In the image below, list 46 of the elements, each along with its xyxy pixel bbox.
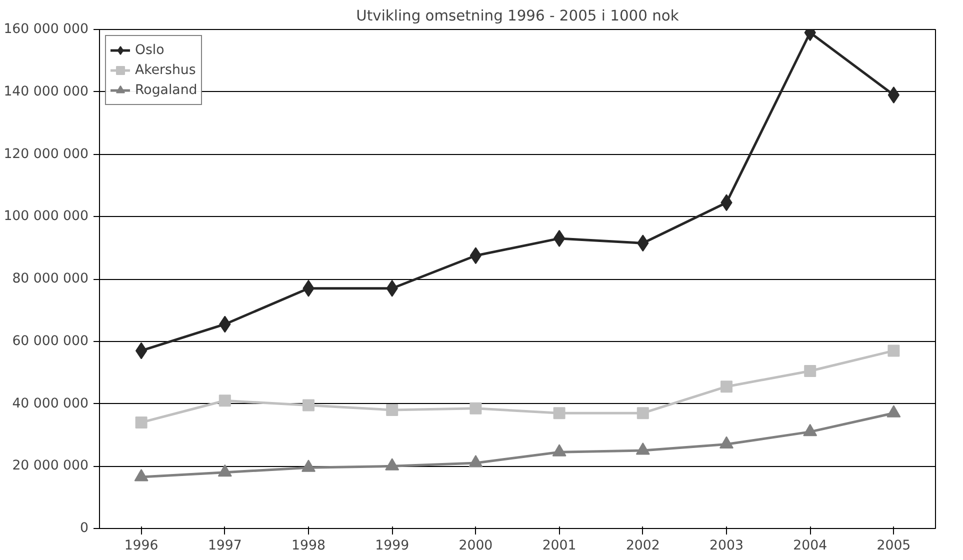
- x-tick-label: 1997: [208, 538, 242, 554]
- x-tick-label: 1996: [124, 538, 158, 554]
- point: [553, 407, 566, 420]
- point: [468, 455, 483, 468]
- x-tick-label: 2000: [458, 538, 493, 554]
- legend-label: Rogaland: [135, 82, 198, 98]
- y-tick-label: 120 000 000: [4, 146, 89, 162]
- y-tick-label: 160 000 000: [4, 22, 89, 37]
- point: [636, 407, 649, 420]
- point: [218, 464, 232, 477]
- y-tick-label: 140 000 000: [4, 84, 89, 100]
- x-tick-label: 2002: [626, 538, 660, 554]
- point: [470, 247, 482, 264]
- x-tick-label: 1998: [292, 538, 326, 554]
- point: [302, 460, 316, 472]
- point: [636, 442, 650, 455]
- x-tick-label: 1999: [375, 538, 410, 554]
- point: [803, 424, 818, 436]
- x-tick-label: 2003: [710, 538, 744, 554]
- point: [886, 405, 901, 418]
- point: [135, 416, 148, 428]
- point: [302, 399, 314, 412]
- x-tick-label: 2004: [793, 538, 828, 554]
- x-tick-label: 2001: [542, 538, 576, 554]
- point: [720, 380, 732, 393]
- y-tick-label: 80 000 000: [12, 272, 88, 286]
- y-tick-label: 20 000 000: [12, 458, 88, 474]
- point: [720, 436, 734, 449]
- legend-label: Oslo: [135, 42, 164, 58]
- point: [470, 402, 482, 414]
- point: [386, 404, 398, 416]
- y-tick-label: 60 000 000: [12, 334, 88, 349]
- point: [134, 469, 148, 482]
- point: [552, 444, 566, 456]
- point: [385, 458, 400, 470]
- legend-label: Akershus: [135, 62, 196, 78]
- point: [888, 344, 900, 357]
- y-tick-label: 0: [80, 521, 89, 536]
- point: [218, 394, 231, 407]
- chart-title: Utvikling omsetning 1996 - 2005 i 1000 nok: [356, 8, 680, 24]
- point: [553, 230, 566, 247]
- y-tick-label: 100 000 000: [4, 209, 89, 224]
- x-tick-label: 2005: [876, 538, 911, 554]
- point: [804, 365, 816, 378]
- point: [135, 342, 148, 360]
- y-tick-label: 40 000 000: [12, 396, 88, 412]
